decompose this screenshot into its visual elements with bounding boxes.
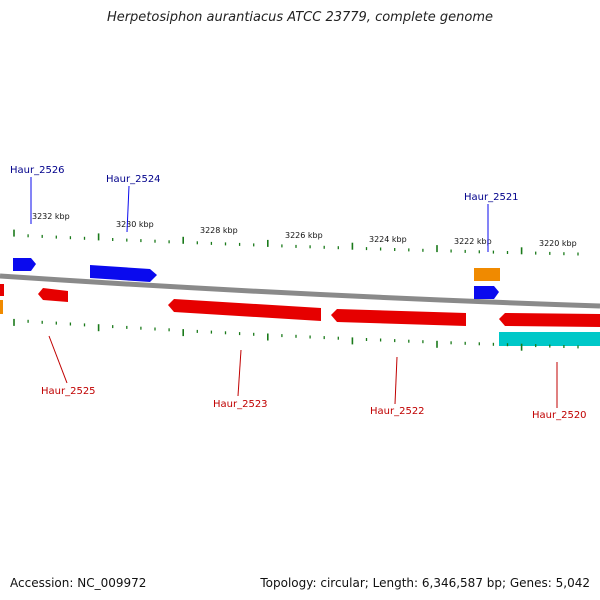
topology-text: Topology: circular; Length: 6,346,587 bp… <box>260 576 590 590</box>
gene-label-haur-2521[interactable]: Haur_2521 <box>464 192 519 203</box>
leader-line <box>48 335 68 384</box>
feature-haur-2523[interactable] <box>168 299 321 321</box>
leader-line <box>237 349 242 397</box>
leader-line <box>394 356 398 405</box>
feature-rna-orange-right[interactable] <box>474 268 500 281</box>
tick-label: 3222 kbp <box>454 237 492 246</box>
feature-left-edge-red[interactable] <box>0 284 4 296</box>
tick-label: 3226 kbp <box>285 231 323 240</box>
map-title: Herpetosiphon aurantiacus ATCC 23779, co… <box>106 10 494 25</box>
inner-tick-row <box>13 318 579 351</box>
feature-haur-2520[interactable] <box>499 313 600 327</box>
genome-backbone <box>0 273 600 309</box>
feature-haur-2521[interactable] <box>474 286 499 299</box>
feature-left-edge-orange[interactable] <box>0 300 3 314</box>
gene-label-haur-2525[interactable]: Haur_2525 <box>41 386 96 397</box>
gene-label-haur-2523[interactable]: Haur_2523 <box>213 399 268 410</box>
gene-label-haur-2522[interactable]: Haur_2522 <box>370 406 425 417</box>
forward-features <box>13 258 500 299</box>
accession-text: Accession: NC_009972 <box>10 576 147 590</box>
gene-label-haur-2524[interactable]: Haur_2524 <box>106 174 161 185</box>
tick-label: 3230 kbp <box>116 220 154 229</box>
tick-label: 3224 kbp <box>369 235 407 244</box>
feature-haur-2526[interactable] <box>13 258 36 271</box>
tick-label: 3228 kbp <box>200 226 238 235</box>
gene-label-haur-2526[interactable]: Haur_2526 <box>10 165 65 176</box>
feature-haur-2524[interactable] <box>90 265 157 282</box>
reverse-features <box>0 284 600 346</box>
tick-label: 3232 kbp <box>32 212 70 221</box>
gene-labels: Haur_2526 Haur_2524 Haur_2521 Haur_2525 … <box>10 165 587 421</box>
leader-line <box>126 185 130 233</box>
gene-label-haur-2520[interactable]: Haur_2520 <box>532 410 587 421</box>
feature-haur-2522[interactable] <box>331 309 466 326</box>
feature-haur-2525[interactable] <box>38 288 68 302</box>
tick-labels: 3232 kbp 3230 kbp 3228 kbp 3226 kbp 3224… <box>32 212 577 248</box>
feature-cyan-right[interactable] <box>499 332 600 346</box>
tick-label: 3220 kbp <box>539 239 577 248</box>
outer-tick-row <box>13 229 579 256</box>
